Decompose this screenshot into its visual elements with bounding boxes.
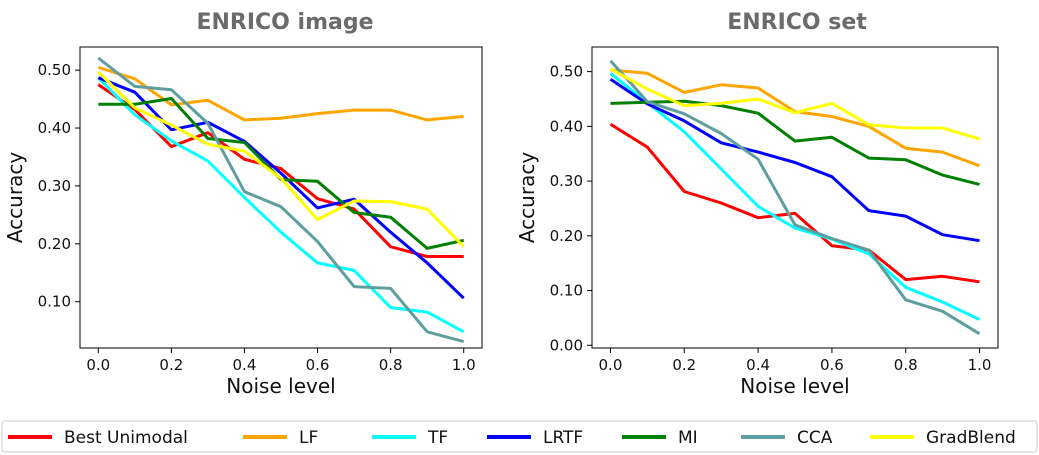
series-line-lrtf <box>97 76 465 300</box>
y-tick-label: 0.50 <box>550 63 583 81</box>
x-tick-label: 0.8 <box>894 356 918 374</box>
x-axis-label: Noise level <box>226 374 335 398</box>
x-tick-label: 0.4 <box>746 356 770 374</box>
series-line-cca <box>97 56 465 344</box>
legend-label-mi: MI <box>678 428 698 448</box>
x-tick-label: 0.2 <box>159 356 183 374</box>
legend-label-best-unimodal: Best Unimodal <box>64 428 188 448</box>
legend: Best Unimodal LF TF LRTF MI CCA GradBlend <box>1 420 1038 453</box>
series-line-lf <box>97 65 464 122</box>
x-tick-label: 1.0 <box>968 356 992 374</box>
y-tick-label: 0.30 <box>38 177 71 195</box>
y-axis-label: Accuracy <box>515 152 539 243</box>
x-tick-label: 0.8 <box>379 356 403 374</box>
legend-label-lrtf: LRTF <box>543 428 583 448</box>
y-tick-label: 0.30 <box>550 172 583 190</box>
series-line-gradblend <box>97 70 465 248</box>
y-tick-label: 0.00 <box>550 336 583 354</box>
chart-enrico-image: ENRICO image 0.0 0.2 0.4 0.6 0.8 1.0 0.10 0.20 0.… <box>3 10 483 398</box>
chart-title: ENRICO set <box>727 10 867 35</box>
series-line-tf <box>97 76 465 334</box>
legend-label-cca: CCA <box>797 428 833 448</box>
y-tick-label: 0.10 <box>550 282 583 300</box>
y-tick-label: 0.10 <box>38 293 71 311</box>
x-tick-label: 1.0 <box>452 356 476 374</box>
y-tick-label: 0.50 <box>38 61 71 79</box>
series-line-best-unimodal <box>97 83 464 258</box>
legend-label-tf: TF <box>427 428 448 448</box>
series-line-lrtf <box>609 78 980 243</box>
series-line-best-unimodal <box>609 122 980 284</box>
plot-frame <box>79 46 483 349</box>
plot-frame <box>591 46 999 349</box>
series-line-cca <box>609 59 981 336</box>
x-tick-label: 0.6 <box>820 356 844 374</box>
x-tick-label: 0.2 <box>672 356 696 374</box>
legend-label-gradblend: GradBlend <box>926 428 1016 448</box>
chart-enrico-set: ENRICO set 0.0 0.2 0.4 0.6 0.8 1.0 0.00 0.10 0.20… <box>515 10 999 398</box>
series-line-tf <box>609 72 981 321</box>
y-axis-label: Accuracy <box>3 152 27 243</box>
y-tick-label: 0.40 <box>550 117 583 135</box>
chart-title: ENRICO image <box>196 10 373 35</box>
y-tick-label: 0.20 <box>550 227 583 245</box>
y-tick-label: 0.40 <box>38 119 71 137</box>
x-tick-label: 0.0 <box>86 356 110 374</box>
series-line-gradblend <box>609 67 980 141</box>
x-tick-label: 0.4 <box>233 356 257 374</box>
x-axis-label: Noise level <box>740 374 849 398</box>
legend-label-lf: LF <box>299 428 318 448</box>
y-tick-label: 0.20 <box>38 235 71 253</box>
x-tick-label: 0.6 <box>306 356 330 374</box>
x-tick-label: 0.0 <box>599 356 623 374</box>
